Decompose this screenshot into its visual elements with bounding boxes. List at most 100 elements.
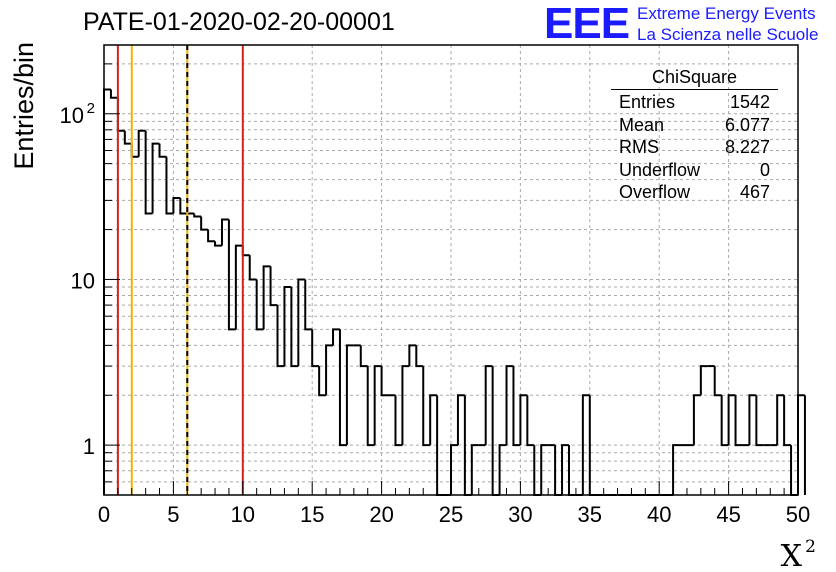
stats-title: ChiSquare xyxy=(611,66,778,90)
histogram-bin xyxy=(137,129,146,157)
histogram-bin xyxy=(748,394,757,446)
histogram-bin xyxy=(401,365,410,446)
stats-value: 0 xyxy=(759,159,770,180)
stats-label: Overflow xyxy=(619,182,691,202)
y-tick-label: 1 xyxy=(83,434,95,459)
histogram-bin xyxy=(200,216,209,231)
histogram-bin xyxy=(165,156,174,215)
histogram-series xyxy=(103,88,806,496)
x-tick-label: 0 xyxy=(98,502,110,527)
x-tick-label: 10 xyxy=(231,502,255,527)
histogram-bin xyxy=(276,305,285,368)
histogram-bin xyxy=(214,241,222,247)
histogram-bin xyxy=(338,329,347,447)
histogram-bin xyxy=(755,395,764,447)
histogram-bin xyxy=(450,444,458,495)
histogram-bin xyxy=(505,365,514,446)
stats-label: Entries xyxy=(619,92,676,112)
histogram-bin xyxy=(311,329,320,368)
stats-row: Mean 6.077 xyxy=(611,114,778,137)
histogram-bin xyxy=(734,395,743,447)
stats-value: 6.077 xyxy=(724,114,770,135)
eee-logo: EEE xyxy=(544,0,630,48)
histogram-bin xyxy=(144,130,153,215)
x-tick-label: 45 xyxy=(716,502,740,527)
histogram-bin xyxy=(380,366,389,397)
histogram-bin xyxy=(283,286,292,367)
histogram-bin xyxy=(713,366,722,397)
histogram-bin xyxy=(332,328,340,346)
histogram-bin xyxy=(692,394,701,446)
histogram-bin xyxy=(290,287,299,368)
histogram-bin xyxy=(581,394,590,495)
histogram-bin xyxy=(193,213,202,218)
stats-value: 1542 xyxy=(729,92,770,112)
histogram-bin xyxy=(526,395,535,447)
histogram-bin xyxy=(158,143,167,158)
histogram-bin xyxy=(484,365,493,446)
stats-row: RMS 8.227 xyxy=(611,136,778,159)
x-tick-label: 15 xyxy=(300,502,324,527)
histogram-bin xyxy=(699,365,708,396)
histogram-bin xyxy=(394,395,403,447)
histogram-bin xyxy=(498,444,507,495)
histogram-bin xyxy=(297,278,306,367)
stats-row: Overflow 467 xyxy=(611,181,778,204)
histogram-bin xyxy=(318,366,327,397)
histogram-bin xyxy=(540,444,549,495)
logo-caption: Extreme Energy Events La Scienza nelle S… xyxy=(637,3,818,45)
histogram-bin xyxy=(470,444,479,495)
histogram-bin xyxy=(512,366,521,447)
y-tick-label: 10 xyxy=(60,103,84,128)
histogram-bin xyxy=(561,444,569,495)
histogram-bin xyxy=(179,198,188,215)
x-tick-label: 30 xyxy=(508,502,532,527)
histogram-bin xyxy=(109,89,118,99)
logo-line-2: La Scienza nelle Scuole xyxy=(637,25,819,44)
histogram-bin xyxy=(366,366,375,447)
y-tick-label: 10 xyxy=(71,268,95,293)
stats-label: Mean xyxy=(619,114,665,135)
histogram-bin xyxy=(234,244,243,330)
stats-value: 467 xyxy=(739,182,770,202)
x-tick-label: 50 xyxy=(786,502,810,527)
histogram-bin xyxy=(727,394,736,446)
chart-title: PATE-01-2020-02-20-00001 xyxy=(83,8,395,36)
histogram-bin xyxy=(373,365,382,446)
histogram-bin xyxy=(151,142,160,214)
stats-row: Entries 1542 xyxy=(611,91,778,114)
histogram-bin xyxy=(248,255,257,281)
histogram-bin xyxy=(220,218,229,246)
grid-lines xyxy=(104,45,798,495)
histogram-bin xyxy=(255,279,264,331)
histogram-bin xyxy=(345,344,354,446)
histogram-bin xyxy=(269,266,278,307)
y-tick-label-exponent: 2 xyxy=(87,100,95,117)
y-axis-label: Entries/bin xyxy=(9,42,39,170)
histogram-bin xyxy=(408,344,417,367)
histogram-bin xyxy=(491,366,500,496)
histogram-bin xyxy=(783,395,792,447)
stats-box: ChiSquare Entries 1542 Mean 6.077 RMS 8.227… xyxy=(611,66,778,204)
histogram-bin xyxy=(304,279,313,331)
histogram-bin xyxy=(776,394,785,446)
histogram-bin xyxy=(672,444,681,495)
x-tick-label: 25 xyxy=(439,502,463,527)
x-tick-label: 20 xyxy=(369,502,393,527)
x-axis-label: X xyxy=(781,539,803,572)
stats-label: Underflow xyxy=(619,159,701,180)
histogram-bin xyxy=(797,394,805,495)
stats-label: RMS xyxy=(619,137,659,157)
reference-lines xyxy=(116,45,244,495)
histogram-bin xyxy=(227,219,236,331)
histogram-bin xyxy=(262,265,271,330)
histogram-bin xyxy=(456,394,465,446)
histogram-bin xyxy=(359,345,368,368)
histogram-bin xyxy=(241,245,250,257)
histogram-bin xyxy=(325,344,334,396)
x-tick-label: 5 xyxy=(167,502,179,527)
stats-row: Underflow 0 xyxy=(611,159,778,182)
histogram-bin xyxy=(172,197,181,214)
